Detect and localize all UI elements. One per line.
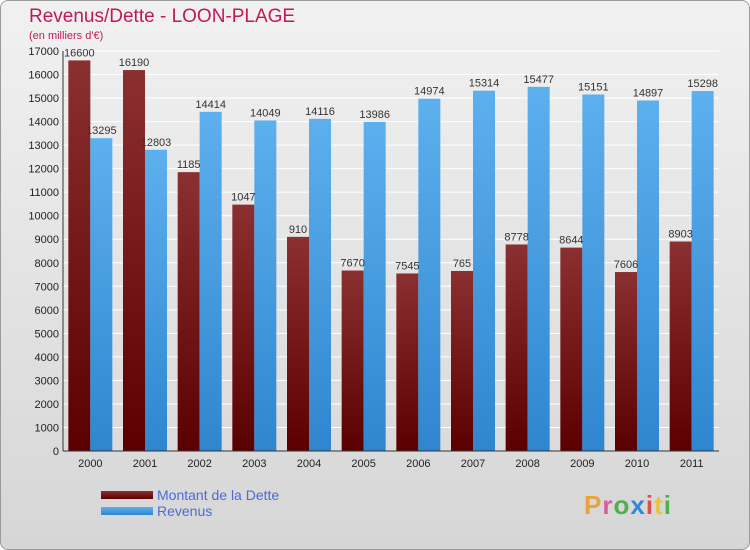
bar-debt xyxy=(232,204,255,451)
bar-debt xyxy=(123,70,145,451)
bar-debt xyxy=(68,60,91,451)
data-label: 15314 xyxy=(469,78,500,90)
legend-swatch-revenue xyxy=(101,507,153,515)
bar-revenue xyxy=(363,121,386,451)
bar-revenue xyxy=(199,111,222,452)
data-label: 8644 xyxy=(559,235,583,247)
bar-debt xyxy=(451,270,473,451)
data-label: 12803 xyxy=(141,137,172,149)
logo-letter: i xyxy=(645,490,655,520)
bar-revenue xyxy=(90,138,113,452)
y-tick-label: 12000 xyxy=(28,164,59,176)
y-tick-label: 13000 xyxy=(28,140,59,152)
legend-label-debt: Montant de la Dette xyxy=(157,487,280,503)
data-label: 7545 xyxy=(395,260,419,272)
y-tick-label: 10000 xyxy=(28,211,59,223)
logo-letter: o xyxy=(613,490,631,520)
x-tick-label: 2009 xyxy=(570,458,594,470)
legend-item-debt: Montant de la Dette xyxy=(101,487,279,503)
x-tick-label: 2001 xyxy=(133,458,157,470)
y-tick-label: 6000 xyxy=(35,305,59,317)
x-tick-label: 2006 xyxy=(406,458,430,470)
y-tick-label: 5000 xyxy=(35,328,59,340)
bar-revenue xyxy=(527,86,550,451)
x-tick-label: 2007 xyxy=(461,458,485,470)
logo-letter: x xyxy=(630,490,646,520)
data-label: 765 xyxy=(453,258,471,270)
x-tick-label: 2003 xyxy=(242,458,266,470)
x-tick-label: 2002 xyxy=(187,458,211,470)
data-label: 8903 xyxy=(668,229,692,241)
bar-debt xyxy=(615,272,637,451)
bar-debt xyxy=(287,236,309,451)
data-label: 14049 xyxy=(250,107,281,119)
chart-subtitle: (en milliers d'€) xyxy=(29,30,104,42)
x-tick-label: 2005 xyxy=(351,458,375,470)
bar-debt xyxy=(177,172,200,451)
chart-title: Revenus/Dette - LOON-PLAGE xyxy=(29,6,296,27)
bar-debt xyxy=(669,241,692,451)
data-label: 16190 xyxy=(119,57,150,69)
data-label: 16600 xyxy=(64,47,95,59)
y-tick-label: 4000 xyxy=(35,352,59,364)
legend-swatch-debt xyxy=(101,491,153,499)
y-tick-label: 1000 xyxy=(35,422,59,434)
x-tick-label: 2011 xyxy=(680,458,704,470)
bar-revenue xyxy=(418,98,441,451)
y-tick-label: 7000 xyxy=(35,281,59,293)
data-label: 14414 xyxy=(195,99,226,111)
legend-item-revenue: Revenus xyxy=(101,503,279,519)
data-label: 7670 xyxy=(340,258,364,270)
y-tick-label: 16000 xyxy=(28,70,59,82)
bar-debt xyxy=(505,244,528,451)
data-label: 1185 xyxy=(177,159,201,171)
data-label: 14897 xyxy=(633,87,664,99)
bar-revenue xyxy=(582,94,605,451)
y-tick-label: 14000 xyxy=(28,117,59,129)
bar-debt xyxy=(341,270,364,451)
y-tick-label: 17000 xyxy=(28,46,59,58)
data-label: 15298 xyxy=(687,78,718,90)
bar-debt xyxy=(396,273,419,451)
data-label: 1047 xyxy=(231,192,255,204)
data-label: 14974 xyxy=(414,86,445,98)
data-label: 8778 xyxy=(504,231,528,243)
data-label: 910 xyxy=(289,224,307,236)
bar-revenue xyxy=(145,149,167,452)
bar-revenue xyxy=(637,100,659,451)
x-tick-label: 2008 xyxy=(515,458,539,470)
data-label: 7606 xyxy=(614,259,638,271)
data-label: 13986 xyxy=(359,109,390,121)
bar-debt xyxy=(560,247,583,451)
y-tick-label: 3000 xyxy=(35,375,59,387)
logo-letter: t xyxy=(654,490,664,520)
data-label: 14116 xyxy=(305,106,335,118)
chart-legend: Montant de la Dette Revenus xyxy=(101,487,279,519)
logo-letter: i xyxy=(663,490,672,520)
y-tick-label: 15000 xyxy=(28,93,59,105)
data-label: 15477 xyxy=(523,74,554,86)
x-tick-label: 2010 xyxy=(625,458,649,470)
y-tick-label: 11000 xyxy=(29,187,59,199)
logo-letter: r xyxy=(602,490,614,520)
y-tick-label: 9000 xyxy=(35,234,59,246)
bar-revenue xyxy=(309,118,331,451)
bar-revenue xyxy=(691,91,714,451)
bar-revenue xyxy=(473,90,495,451)
data-label: 15151 xyxy=(578,82,609,94)
y-tick-label: 0 xyxy=(53,446,59,458)
proxiti-logo: Proxiti xyxy=(584,490,672,521)
x-tick-label: 2004 xyxy=(297,458,321,470)
logo-letter: P xyxy=(584,490,603,520)
x-tick-label: 2000 xyxy=(78,458,102,470)
bar-revenue xyxy=(254,120,277,451)
y-tick-label: 8000 xyxy=(35,258,59,270)
data-label: 13295 xyxy=(86,125,117,137)
y-tick-label: 2000 xyxy=(35,399,59,411)
legend-label-revenue: Revenus xyxy=(157,503,213,519)
